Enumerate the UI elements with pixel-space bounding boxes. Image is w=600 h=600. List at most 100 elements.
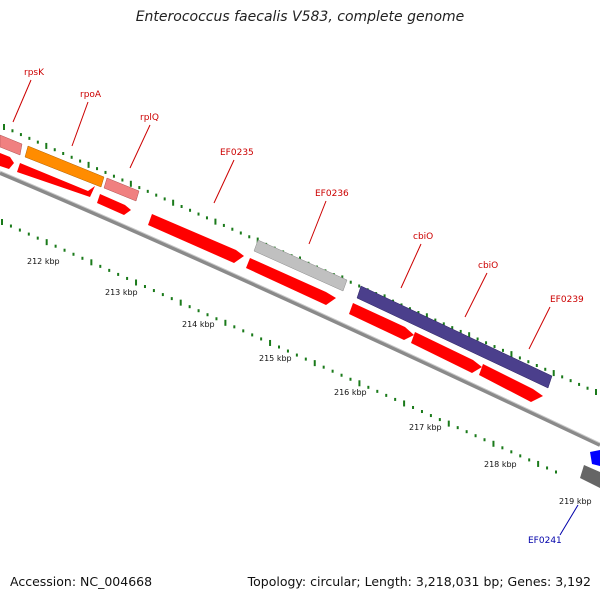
tick-mark — [434, 318, 437, 322]
tick-mark — [188, 305, 191, 309]
tick-mark — [501, 348, 504, 352]
tick-mark — [27, 232, 30, 236]
cds-arrow[interactable] — [148, 214, 244, 263]
gene-label-ef0236[interactable]: EF0236 — [315, 189, 349, 199]
tick-mark — [322, 365, 325, 369]
tick-mark — [242, 329, 245, 333]
tick-mark — [544, 367, 547, 371]
tick-mark — [408, 307, 411, 311]
cds-arrow[interactable] — [0, 153, 14, 169]
cds-arrow[interactable] — [246, 258, 336, 305]
tick-mark — [138, 186, 141, 190]
tick-mark — [403, 400, 406, 407]
feature-upper-row — [0, 134, 600, 488]
EF0241-feature-bottom[interactable] — [580, 465, 600, 488]
scale-label: 214 kbp — [182, 320, 215, 329]
tick-mark — [79, 159, 82, 163]
tick-mark — [555, 470, 557, 474]
tick-mark — [468, 332, 471, 339]
tick-mark — [72, 252, 75, 256]
scale-label: 218 kbp — [484, 460, 517, 469]
tick-mark — [260, 337, 263, 341]
tick-mark — [87, 161, 90, 168]
tick-mark — [143, 285, 146, 289]
tick-mark — [90, 259, 93, 266]
tick-mark — [459, 329, 462, 333]
tick-mark — [81, 256, 84, 260]
tick-mark — [519, 454, 522, 458]
tick-mark — [45, 142, 48, 149]
rpoA-feature[interactable] — [24, 145, 105, 188]
EF0236-feature[interactable] — [253, 239, 348, 292]
tick-mark — [394, 397, 397, 401]
cds-arrow[interactable] — [97, 194, 131, 215]
gene-leader-line — [528, 306, 551, 350]
tick-mark — [510, 351, 513, 358]
tick-mark — [552, 370, 555, 377]
tick-mark — [376, 389, 379, 393]
gene-label-rplq[interactable]: rplQ — [140, 113, 159, 123]
tick-mark — [53, 148, 56, 152]
tick-mark — [447, 420, 450, 427]
tick-mark — [179, 299, 182, 306]
cds-arrow[interactable] — [411, 332, 482, 373]
genome-backbone — [0, 171, 600, 447]
gene-label-ef0235[interactable]: EF0235 — [220, 148, 254, 158]
tick-mark — [358, 284, 361, 288]
tick-mark — [54, 244, 57, 248]
gene-leader-line — [464, 272, 488, 318]
tick-mark — [425, 313, 428, 320]
tick-mark — [99, 264, 102, 268]
tick-mark — [349, 377, 352, 381]
gene-label-cbio[interactable]: cbiO — [413, 232, 433, 242]
tick-mark — [527, 360, 530, 364]
tick-mark — [474, 434, 477, 438]
tick-mark — [126, 276, 129, 280]
cds-arrow[interactable] — [349, 303, 414, 340]
tick-mark — [595, 389, 597, 395]
tick-mark — [197, 212, 200, 216]
scale-label: 217 kbp — [409, 423, 442, 432]
tick-mark — [18, 228, 21, 232]
tick-mark — [546, 466, 549, 470]
gene-label-ef0239[interactable]: EF0239 — [550, 295, 584, 305]
gene-label-rpsk[interactable]: rpsK — [24, 68, 45, 78]
tick-mark — [231, 227, 234, 231]
tick-mark — [70, 155, 73, 159]
tick-mark — [485, 341, 488, 345]
genome-backbone-highlight — [0, 170, 600, 444]
tick-mark — [205, 216, 208, 220]
cbiO-feature[interactable] — [356, 285, 553, 389]
tick-mark — [161, 293, 164, 297]
tick-mark — [456, 426, 459, 430]
tick-mark — [420, 410, 423, 414]
tick-mark — [104, 170, 107, 174]
tick-mark — [233, 325, 236, 329]
tick-mark — [528, 458, 531, 462]
tick-mark — [19, 133, 22, 137]
EF0241-feature-top[interactable] — [590, 450, 600, 466]
cds-arrow[interactable] — [479, 364, 543, 402]
tick-mark — [28, 136, 31, 140]
rpsK-feature[interactable] — [0, 134, 23, 156]
tick-mark — [135, 279, 138, 286]
tick-mark — [412, 405, 415, 409]
tick-mark — [340, 373, 343, 377]
tick-mark — [163, 197, 166, 201]
tick-mark — [206, 313, 209, 317]
gene-label-cbio[interactable]: cbiO — [478, 261, 498, 271]
tick-mark — [569, 379, 572, 383]
rplQ-feature[interactable] — [103, 177, 140, 202]
gene-label-rpoa[interactable]: rpoA — [80, 90, 102, 100]
gene-leader-line — [129, 124, 151, 169]
tick-mark — [493, 345, 496, 349]
tick-mark — [108, 268, 111, 272]
cds-arrow[interactable] — [17, 163, 95, 197]
tick-mark — [197, 309, 200, 313]
tick-mark — [63, 248, 66, 252]
gene-label-ef0241[interactable]: EF0241 — [528, 536, 562, 546]
tick-mark — [442, 322, 445, 326]
scale-label: 219 kbp — [559, 497, 592, 506]
tick-mark — [586, 386, 589, 390]
